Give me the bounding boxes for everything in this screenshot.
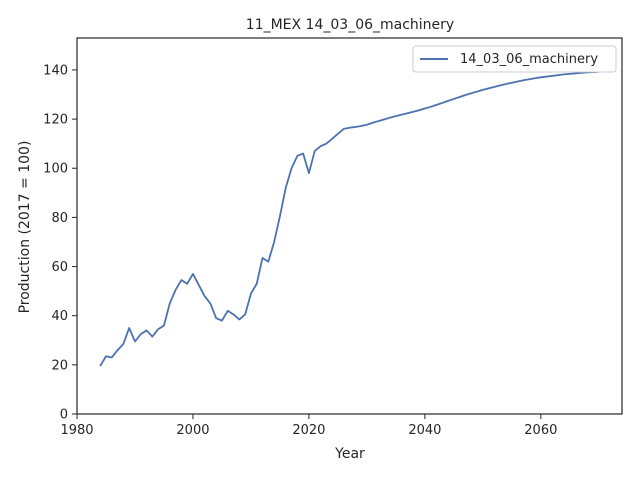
y-tick-label: 140	[43, 63, 68, 78]
x-tick-label: 2000	[176, 423, 209, 438]
y-tick-label: 40	[51, 309, 68, 324]
x-tick-label: 2040	[408, 423, 441, 438]
x-axis-label: Year	[334, 446, 365, 462]
y-tick-label: 60	[51, 260, 68, 275]
y-tick-label: 0	[60, 408, 68, 423]
x-tick-label: 2020	[292, 423, 325, 438]
y-axis-label: Production (2017 = 100)	[17, 141, 33, 314]
legend-label: 14_03_06_machinery	[460, 52, 598, 67]
axes-frame	[76, 37, 623, 415]
x-tick-label: 2060	[524, 423, 557, 438]
legend: 14_03_06_machinery	[412, 45, 617, 73]
y-tick-label: 20	[51, 358, 68, 373]
series-line-14_03_06_machinery	[99, 71, 599, 367]
legend-box	[412, 45, 617, 73]
x-tick-label: 1980	[60, 423, 93, 438]
y-tick-label: 120	[43, 113, 68, 128]
chart-title: 11_MEX 14_03_06_machinery	[246, 17, 454, 33]
y-tick-label: 80	[51, 211, 68, 226]
y-tick-label: 100	[43, 162, 68, 177]
